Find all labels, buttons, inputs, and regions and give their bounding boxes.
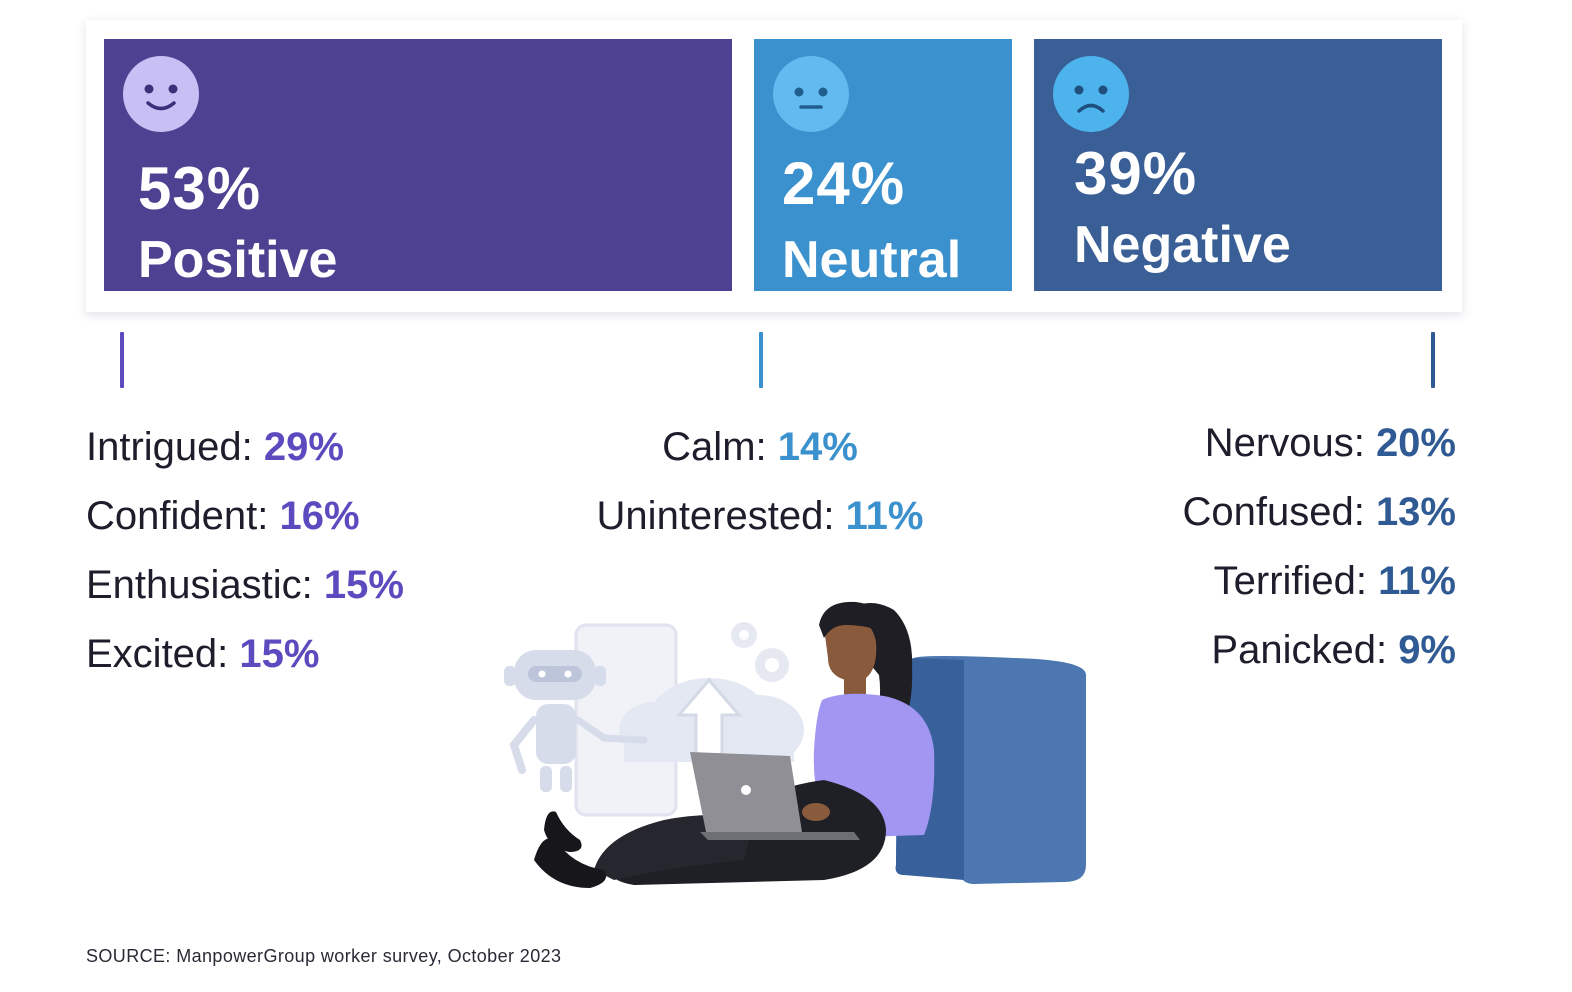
list-item: Intrigued: 29% xyxy=(86,420,404,489)
emotion-value: 16% xyxy=(279,494,360,538)
negative-label: Negative xyxy=(1074,216,1291,274)
neutral-label: Neutral xyxy=(782,231,962,289)
list-item: Nervous: 20% xyxy=(1056,416,1456,485)
negative-breakdown-list: Nervous: 20% Confused: 13% Terrified: 11… xyxy=(1056,416,1456,692)
neutral-card: 24% Neutral xyxy=(754,39,1012,291)
emotion-value: 15% xyxy=(239,632,320,676)
emotion-label: Excited: xyxy=(86,632,229,676)
emotion-label: Uninterested: xyxy=(596,494,835,538)
emotion-label: Enthusiastic: xyxy=(86,563,313,607)
neutral-connector xyxy=(759,332,763,388)
neutral-face-icon xyxy=(773,56,849,132)
list-item: Calm: 14% xyxy=(560,420,960,489)
emotion-label: Confused: xyxy=(1182,490,1365,534)
emotion-value: 29% xyxy=(263,425,344,469)
emotion-value: 20% xyxy=(1375,421,1456,465)
robot-icon xyxy=(504,650,648,792)
emotion-value: 11% xyxy=(845,494,924,538)
list-item: Uninterested: 11% xyxy=(560,489,960,558)
woman-with-laptop-illustration xyxy=(504,601,1086,888)
emotion-value: 14% xyxy=(777,425,858,469)
emotion-value: 13% xyxy=(1375,490,1456,534)
source-note: SOURCE: ManpowerGroup worker survey, Oct… xyxy=(86,946,562,966)
emotion-label: Nervous: xyxy=(1204,421,1365,465)
positive-percent: 53% xyxy=(138,155,262,222)
emotion-label: Panicked: xyxy=(1211,628,1388,672)
list-item: Excited: 15% xyxy=(86,627,404,696)
neutral-percent: 24% xyxy=(782,150,906,217)
list-item: Enthusiastic: 15% xyxy=(86,558,404,627)
list-item: Terrified: 11% xyxy=(1056,554,1456,623)
negative-percent: 39% xyxy=(1074,140,1198,207)
emotion-label: Terrified: xyxy=(1213,559,1368,603)
emotion-value: 15% xyxy=(323,563,404,607)
emotion-label: Intrigued: xyxy=(86,425,253,469)
positive-connector xyxy=(120,332,124,388)
sentiment-summary-panel: 53% Positive 24% Neutral 39% Negative xyxy=(86,20,1462,312)
negative-card: 39% Negative xyxy=(1034,39,1442,291)
sad-face-icon xyxy=(1053,56,1129,132)
list-item: Confused: 13% xyxy=(1056,485,1456,554)
emotion-label: Calm: xyxy=(662,425,767,469)
emotion-label: Confident: xyxy=(86,494,269,538)
positive-label: Positive xyxy=(138,231,338,289)
smiling-face-icon xyxy=(123,56,199,132)
emotion-value: 11% xyxy=(1378,559,1456,603)
list-item: Panicked: 9% xyxy=(1056,623,1456,692)
neutral-breakdown-list: Calm: 14% Uninterested: 11% xyxy=(560,420,960,558)
gear-icon xyxy=(731,622,789,682)
positive-breakdown-list: Intrigued: 29% Confident: 16% Enthusiast… xyxy=(86,420,404,696)
emotion-value: 9% xyxy=(1398,628,1456,672)
negative-connector xyxy=(1431,332,1435,388)
woman-figure xyxy=(534,601,935,888)
list-item: Confident: 16% xyxy=(86,489,404,558)
positive-card: 53% Positive xyxy=(104,39,732,291)
